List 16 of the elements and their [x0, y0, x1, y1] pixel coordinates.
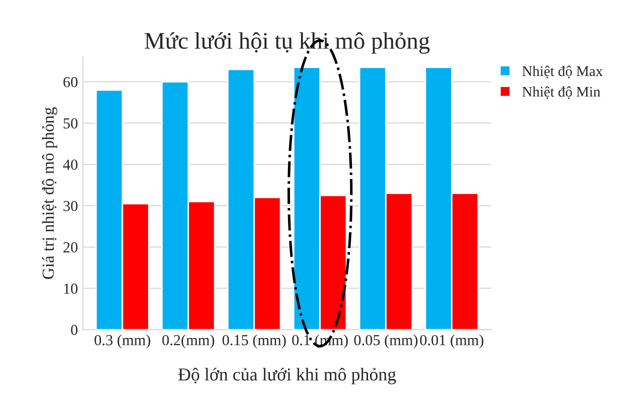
y-tick-label: 50: [64, 118, 78, 129]
x-tick-label: 0.3 (mm): [94, 334, 150, 348]
y-tick-label: 20: [63, 242, 78, 252]
y-axis-title: Giá trị nhiệt độ mô phỏng: [42, 107, 58, 279]
y-tick-label: 30: [64, 200, 78, 212]
x-tick-label: 0.05 (mm): [354, 334, 418, 348]
y-tick-label: 40: [63, 160, 78, 170]
x-axis-title: Độ lớn của lưới khi mô phỏng: [178, 368, 396, 384]
x-tick-label: 0.15 (mm): [222, 334, 286, 348]
legend-label: Nhiệt độ Min: [522, 86, 600, 99]
y-tick-label: 60: [63, 76, 78, 88]
x-tick-label: 0.2(mm): [162, 334, 214, 348]
legend-label: Nhiệt độ Max: [522, 66, 603, 78]
y-tick-label: 0: [71, 324, 78, 336]
x-tick-label: 0.01 (mm): [420, 334, 484, 348]
y-tick-label: 10: [64, 283, 78, 294]
